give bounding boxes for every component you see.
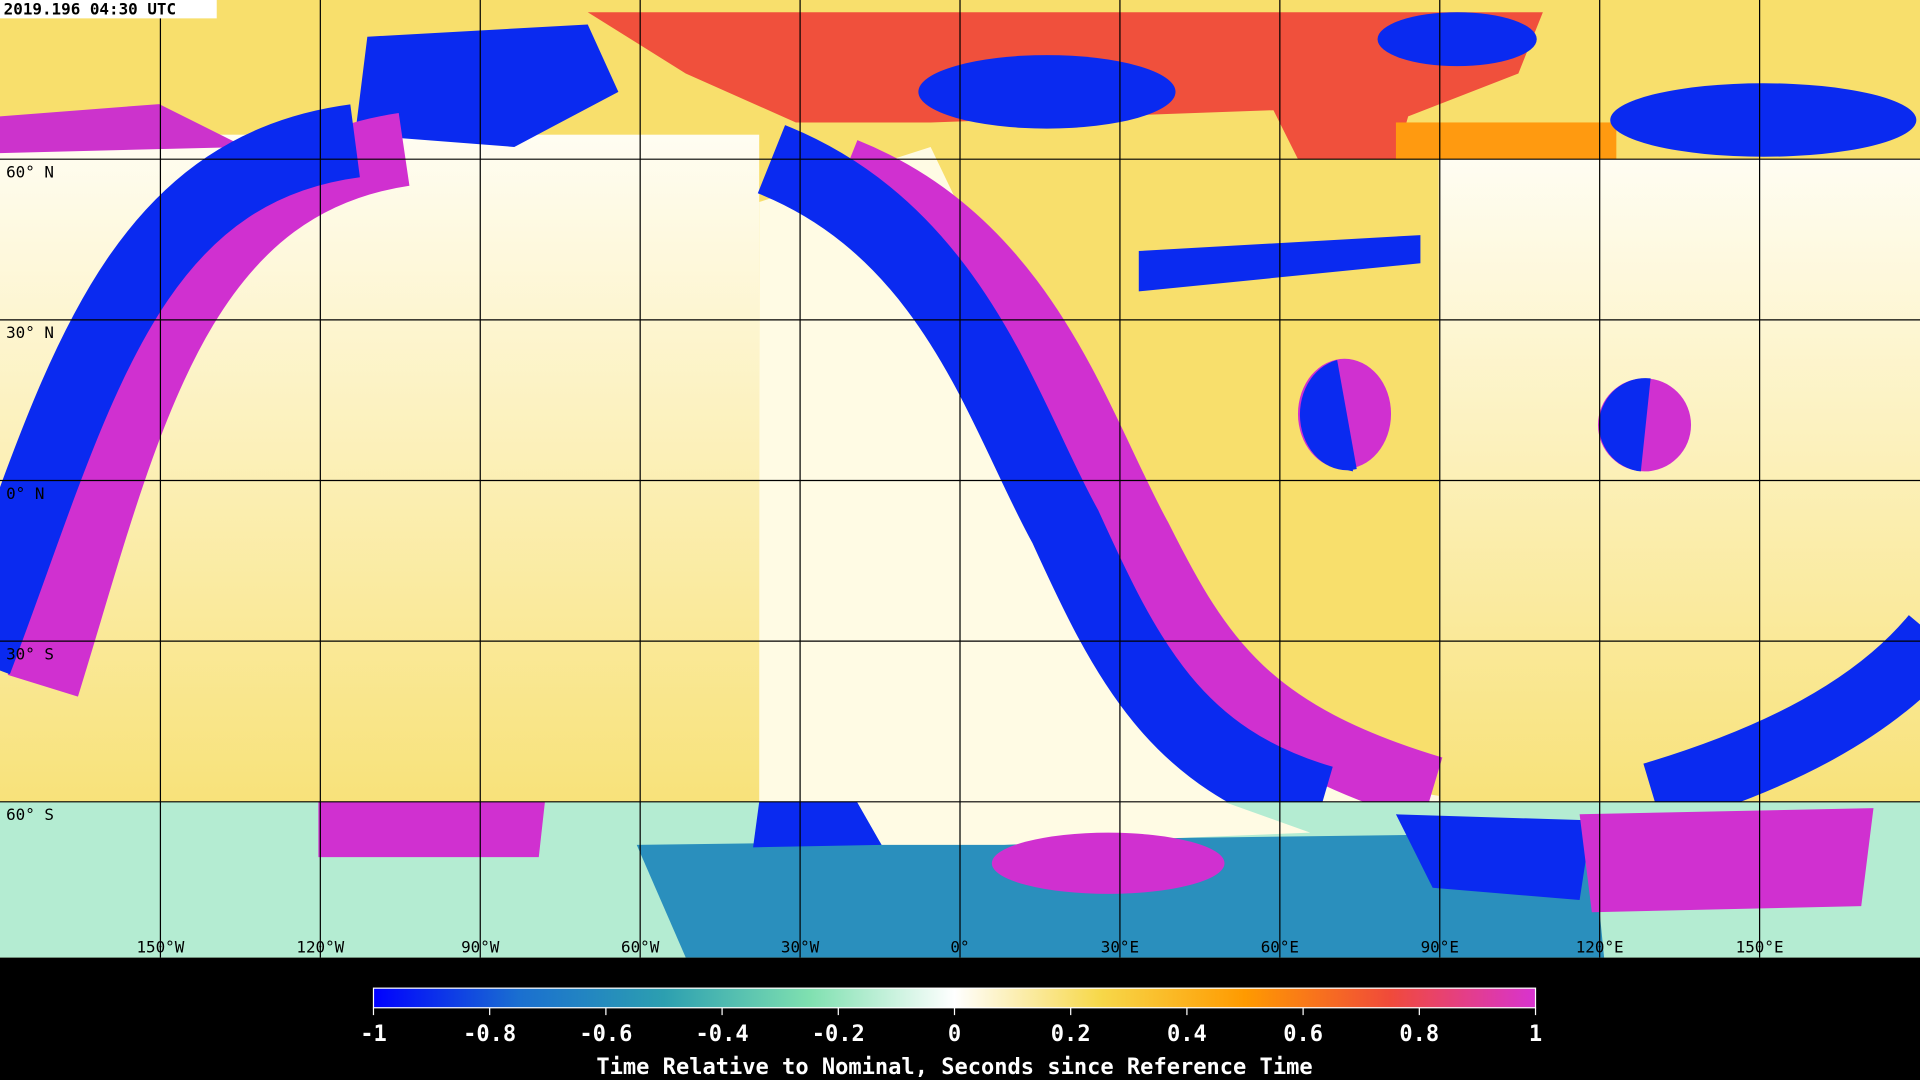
lon-label: 150°W xyxy=(136,938,184,957)
lat-label: 60° S xyxy=(6,805,54,824)
timestamp: 2019.196 04:30 UTC xyxy=(4,0,176,19)
blue-band xyxy=(1643,614,1920,829)
lon-label: 90°W xyxy=(461,938,500,957)
blue-field xyxy=(355,24,619,147)
lon-label: 120°E xyxy=(1576,938,1624,957)
blue-field xyxy=(1610,83,1917,157)
lon-label: 60°W xyxy=(621,938,660,957)
blue-field xyxy=(1377,12,1537,67)
magenta-field xyxy=(991,832,1225,894)
blue-band xyxy=(757,125,1334,838)
blue-field xyxy=(1395,814,1592,901)
colorbar-tick-label: -0.8 xyxy=(463,1022,516,1047)
blue-band xyxy=(0,104,361,675)
lat-label: 60° N xyxy=(6,163,54,182)
colorbar-tick-label: -1 xyxy=(360,1022,387,1047)
colorbar-tick-label: 1 xyxy=(1529,1022,1542,1047)
magenta-field xyxy=(0,104,245,154)
lon-label: 90°E xyxy=(1421,938,1459,957)
lat-label: 30° S xyxy=(6,645,54,664)
lon-label: 0° xyxy=(950,938,969,957)
colorbar-tick-label: 0.8 xyxy=(1399,1022,1439,1047)
blue-field xyxy=(1299,360,1357,471)
lon-label: 60°E xyxy=(1261,938,1299,957)
blue-field xyxy=(918,55,1176,129)
colorbar-tick-label: 0.2 xyxy=(1051,1022,1091,1047)
colorbar-tick-label: -0.2 xyxy=(812,1022,865,1047)
magenta-field xyxy=(1579,808,1874,913)
magenta-field xyxy=(318,802,545,858)
timestamp-box xyxy=(0,0,217,19)
lon-label: 30°W xyxy=(781,938,820,957)
colorbar-tick-label: 0.6 xyxy=(1283,1022,1323,1047)
orange-field xyxy=(1395,122,1617,160)
blue-field xyxy=(753,802,882,848)
colorbar-tick-label: 0.4 xyxy=(1167,1022,1207,1047)
colorbar-tick-label: -0.4 xyxy=(696,1022,749,1047)
lat-label: 0° N xyxy=(6,484,44,503)
colorbar-tick-label: 0 xyxy=(948,1022,961,1047)
lat-label: 30° N xyxy=(6,323,54,342)
magenta-band xyxy=(831,140,1443,823)
white-field xyxy=(857,802,1311,845)
lon-label: 30°E xyxy=(1101,938,1139,957)
blue-field xyxy=(1598,378,1651,472)
colorbar-tick-label: -0.6 xyxy=(579,1022,632,1047)
colorbar xyxy=(372,987,1537,1009)
lon-label: 150°E xyxy=(1736,938,1784,957)
colorbar-title: Time Relative to Nominal, Seconds since … xyxy=(596,1055,1312,1080)
lon-label: 120°W xyxy=(296,938,344,957)
